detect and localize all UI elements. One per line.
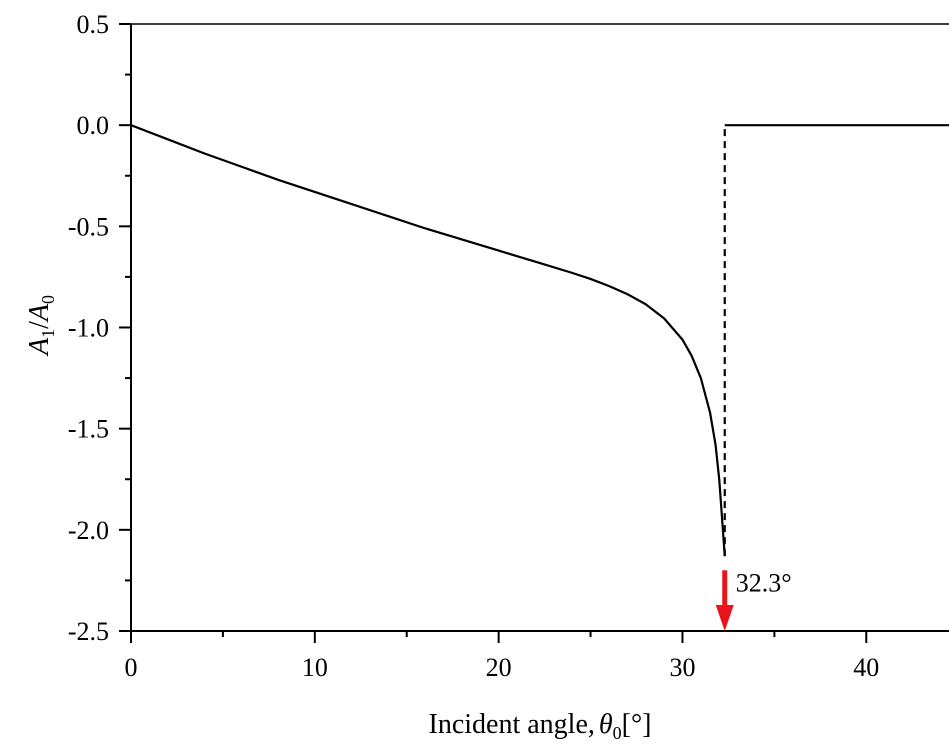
x-tick-label: 30: [669, 653, 695, 682]
x-tick-label: 10: [302, 653, 328, 682]
annotation-arrow-head: [715, 605, 734, 631]
x-axis-title: Incident angle, θ0[°]: [429, 709, 652, 743]
annotation-layer: 32.3°: [715, 568, 792, 631]
annotation-label: 32.3°: [736, 568, 792, 597]
series-layer: [130, 124, 949, 557]
x-axis-title-unit: [°]: [622, 709, 652, 740]
y-tick-label: 0.5: [77, 10, 110, 39]
y-tick-label: -0.5: [68, 212, 109, 241]
x-axis-ticks: 0 10 20 30 40: [125, 631, 879, 682]
y-tick-label: -2.0: [68, 516, 109, 545]
x-axis-title-text: Incident angle,: [429, 709, 595, 740]
y-axis-title-b: A: [24, 303, 55, 323]
x-axis-title-subscript: 0: [613, 723, 622, 743]
y-axis-title: A1/A0: [24, 295, 58, 357]
series-line-1: [130, 124, 726, 557]
x-tick-label: 0: [125, 653, 138, 682]
x-tick-label: 20: [486, 653, 512, 682]
y-tick-label: -1.5: [68, 415, 109, 444]
x-axis-title-symbol: θ: [599, 709, 613, 740]
y-axis-title-b-sub: 0: [38, 295, 58, 304]
y-tick-label: 0.0: [77, 111, 110, 140]
y-axis-ticks: 0.5 0.0 -0.5 -1.0 -1.5 -2.0 -2.5: [68, 10, 131, 646]
y-tick-label: -1.0: [68, 314, 109, 343]
plot-frame: [130, 23, 949, 632]
y-axis-title-slash: /: [24, 321, 55, 329]
x-tick-label: 40: [853, 653, 879, 682]
y-axis-title-a: A: [24, 337, 55, 357]
y-tick-label: -2.5: [68, 617, 109, 646]
y-axis-title-a-sub: 1: [38, 329, 58, 338]
